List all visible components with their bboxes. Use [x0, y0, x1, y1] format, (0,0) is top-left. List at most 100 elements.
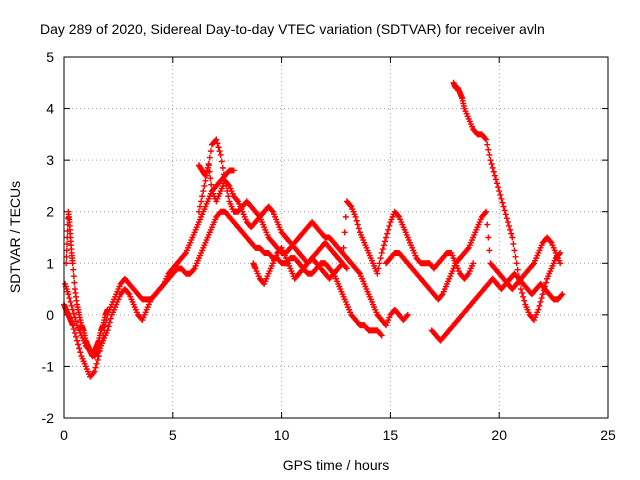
- data-point-fill: [268, 207, 275, 214]
- data-point-fill: [498, 195, 505, 202]
- data-point-fill: [494, 180, 501, 187]
- data-point-fill: [353, 217, 360, 224]
- data-point-fill: [502, 211, 509, 218]
- data-point-fill: [71, 329, 78, 336]
- data-point: [383, 234, 390, 241]
- data-point-fill: [538, 295, 545, 302]
- data-point-fill: [488, 161, 495, 168]
- data-point-fill: [233, 197, 240, 204]
- data-point-fill: [77, 349, 84, 356]
- data-point-fill: [198, 198, 205, 205]
- data-point-fill: [495, 184, 502, 191]
- data-point-fill: [540, 287, 547, 294]
- y-tick-label: 2: [46, 204, 54, 220]
- data-point-fill: [499, 199, 506, 206]
- data-point: [559, 291, 566, 298]
- data-point-fill: [376, 260, 383, 267]
- data-point-fill: [206, 154, 213, 161]
- data-point: [557, 249, 564, 256]
- data-point-fill: [464, 271, 471, 278]
- data-point-fill: [521, 297, 528, 304]
- data-points: [61, 79, 566, 380]
- data-point-fill: [486, 151, 493, 158]
- data-point-fill: [482, 210, 489, 217]
- data-point: [404, 311, 411, 318]
- data-point-fill: [219, 164, 226, 171]
- data-point-fill: [202, 177, 209, 184]
- data-point-fill: [490, 168, 497, 175]
- data-point-fill: [510, 240, 517, 247]
- series-track-5: [195, 162, 411, 329]
- data-point-fill: [225, 193, 232, 200]
- data-point-fill: [72, 318, 79, 325]
- data-point-fill: [486, 247, 493, 254]
- data-point-fill: [220, 171, 227, 178]
- data-point: [378, 249, 385, 256]
- data-point: [509, 234, 516, 241]
- data-point-fill: [503, 215, 510, 222]
- data-point-fill: [71, 314, 78, 321]
- data-point-fill: [207, 175, 214, 182]
- data-point-fill: [377, 255, 384, 262]
- y-tick-label: 4: [46, 101, 54, 117]
- data-point-fill: [216, 148, 223, 155]
- data-point-fill: [208, 181, 215, 188]
- data-point-fill: [514, 266, 521, 273]
- data-point-fill: [515, 273, 522, 280]
- data-point-fill: [375, 265, 382, 272]
- data-point: [378, 332, 385, 339]
- y-tick-label: 0: [46, 307, 54, 323]
- data-point-fill: [105, 323, 112, 330]
- data-point-fill: [508, 230, 515, 237]
- y-tick-label: -2: [42, 410, 55, 426]
- grid: [64, 57, 608, 418]
- data-point-fill: [536, 302, 543, 309]
- data-point-fill: [519, 289, 526, 296]
- series-track-9: [450, 79, 564, 324]
- data-point: [69, 260, 76, 267]
- data-point-fill: [347, 202, 354, 209]
- data-point-fill: [505, 222, 512, 229]
- data-point-fill: [197, 203, 203, 210]
- plot-frame: [63, 56, 609, 419]
- data-point-fill: [94, 349, 101, 356]
- data-point-fill: [207, 148, 214, 155]
- data-point: [517, 286, 524, 293]
- data-point-fill: [70, 310, 77, 317]
- data-point-fill: [66, 295, 73, 302]
- data-point-fill: [385, 226, 392, 233]
- data-point-fill: [355, 225, 362, 232]
- data-point-fill: [556, 251, 563, 258]
- data-point-fill: [512, 253, 519, 260]
- data-point-fill: [511, 247, 518, 254]
- chart-title: Day 289 of 2020, Sidereal Day-to-day VTE…: [40, 21, 545, 37]
- data-point-fill: [489, 164, 496, 171]
- data-point-fill: [501, 207, 508, 214]
- y-tick-label: 3: [46, 152, 54, 168]
- data-point: [535, 306, 542, 313]
- data-point-fill: [70, 326, 77, 333]
- x-tick-label: 5: [169, 427, 177, 443]
- data-point-fill: [70, 266, 77, 273]
- data-point-fill: [497, 191, 504, 198]
- data-point: [213, 136, 220, 143]
- data-point-fill: [199, 193, 206, 200]
- data-point-fill: [484, 221, 491, 228]
- data-point: [539, 291, 546, 298]
- data-point: [200, 188, 207, 195]
- data-point: [352, 213, 359, 220]
- y-tick-label: -1: [42, 358, 55, 374]
- data-point-fill: [93, 360, 100, 367]
- data-point: [74, 337, 81, 344]
- data-point: [504, 219, 511, 226]
- data-point-fill: [342, 264, 349, 271]
- data-point-fill: [355, 269, 362, 276]
- data-point: [230, 167, 237, 174]
- data-point-fill: [92, 364, 99, 371]
- x-tick-label: 15: [383, 427, 399, 443]
- data-point-fill: [107, 315, 114, 322]
- data-point: [374, 270, 381, 277]
- y-axis-label: SDTVAR / TECUs: [7, 181, 23, 293]
- data-point: [470, 260, 477, 267]
- data-point: [483, 208, 490, 215]
